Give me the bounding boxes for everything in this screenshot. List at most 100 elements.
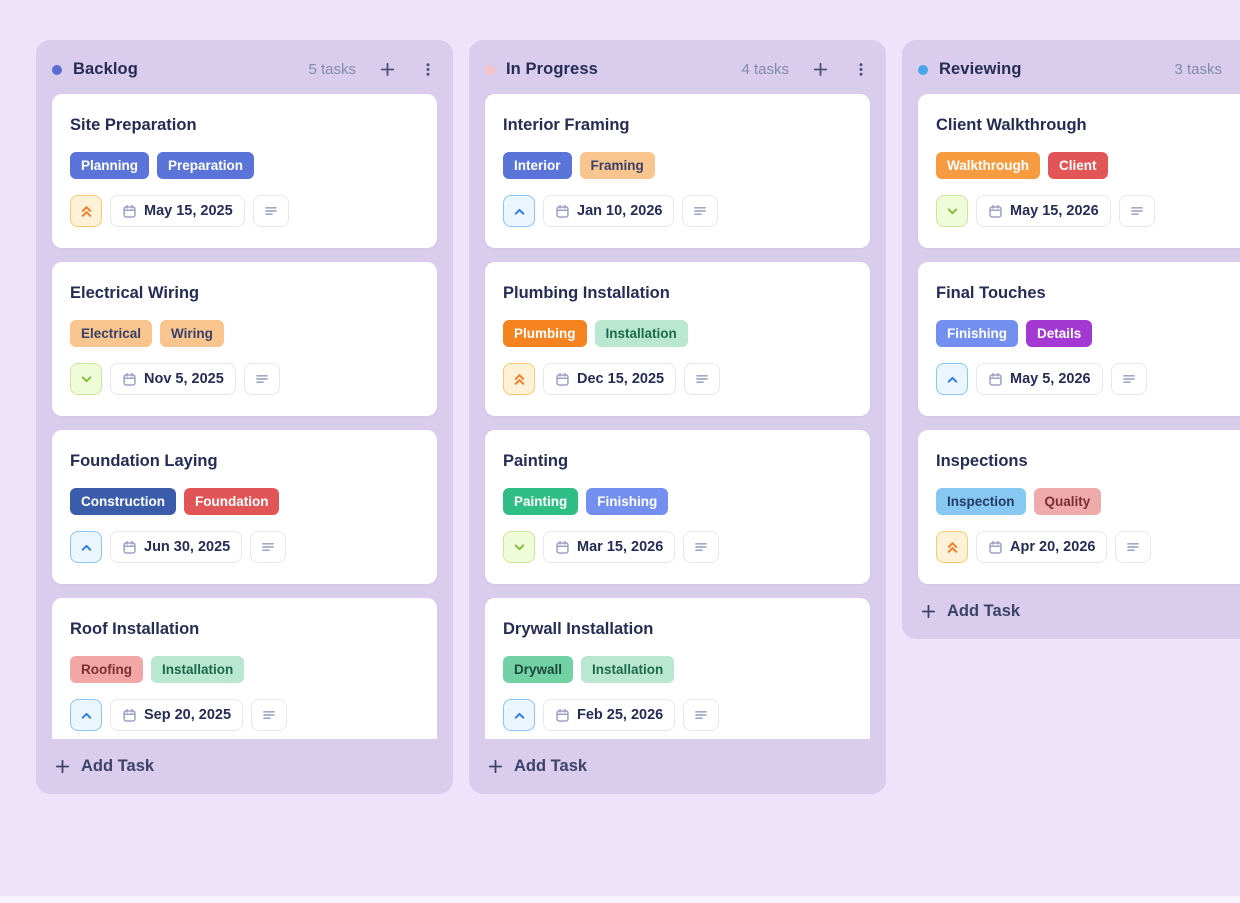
add-card-button[interactable] <box>377 59 398 80</box>
calendar-icon <box>122 708 137 723</box>
description-indicator <box>1115 531 1152 563</box>
task-card[interactable]: Drywall Installation Drywall Installation F… <box>485 598 870 739</box>
chevron-down-icon <box>945 204 960 219</box>
priority-badge-low <box>503 531 535 563</box>
card-meta: Jan 10, 2026 <box>503 195 852 227</box>
description-indicator <box>243 363 280 395</box>
priority-badge-high <box>936 363 968 395</box>
tag-list: Finishing Details <box>936 320 1240 347</box>
tag-list: Walkthrough Client <box>936 152 1240 179</box>
chevrons-up-icon <box>945 540 960 555</box>
card-meta: Dec 15, 2025 <box>503 363 852 395</box>
card-meta: May 5, 2026 <box>936 363 1240 395</box>
task-card[interactable]: Inspections Inspection Quality Apr 20, 2026 <box>918 430 1240 584</box>
description-indicator <box>251 699 288 731</box>
tag: Details <box>1026 320 1093 347</box>
tag: Construction <box>70 488 176 515</box>
add-card-button[interactable] <box>810 59 831 80</box>
task-card[interactable]: Final Touches Finishing Details May 5, 2026 <box>918 262 1240 416</box>
tag-list: Inspection Quality <box>936 488 1240 515</box>
add-task-button[interactable]: Add Task <box>920 600 1020 623</box>
priority-badge-urgent <box>70 195 102 227</box>
add-task-label: Add Task <box>514 757 588 775</box>
column-menu-button[interactable] <box>852 59 870 80</box>
chevron-down-icon <box>512 540 527 555</box>
description-indicator <box>252 195 289 227</box>
card-list: Interior Framing Interior Framing Jan 10, 2… <box>485 94 870 739</box>
column-status-dot-icon <box>918 64 928 75</box>
chevron-up-icon <box>512 708 527 723</box>
due-date: Feb 25, 2026 <box>577 707 664 723</box>
notes-icon <box>1125 539 1141 555</box>
task-card[interactable]: Roof Installation Roofing Installation Sep … <box>52 598 437 739</box>
due-date-chip: Sep 20, 2025 <box>110 699 244 731</box>
priority-badge-low <box>936 195 968 227</box>
chevron-down-icon <box>79 372 94 387</box>
notes-icon <box>1129 203 1145 219</box>
add-task-button[interactable]: Add Task <box>54 755 154 778</box>
tag: Walkthrough <box>936 152 1040 179</box>
card-meta: May 15, 2026 <box>936 195 1240 227</box>
notes-icon <box>263 203 279 219</box>
task-card[interactable]: Site Preparation Planning Preparation May 1… <box>52 94 437 248</box>
tag: Installation <box>581 656 675 683</box>
notes-icon <box>261 707 277 723</box>
calendar-icon <box>555 204 570 219</box>
chevrons-up-icon <box>512 372 527 387</box>
tag-list: Electrical Wiring <box>70 320 419 347</box>
tag: Finishing <box>586 488 669 515</box>
task-card[interactable]: Client Walkthrough Walkthrough Client May 1… <box>918 94 1240 248</box>
task-card[interactable]: Foundation Laying Construction Foundation J… <box>52 430 437 584</box>
due-date: Dec 15, 2025 <box>577 371 665 387</box>
card-meta: Sep 20, 2025 <box>70 699 419 731</box>
chevron-up-icon <box>79 540 94 555</box>
due-date: May 15, 2025 <box>144 203 233 219</box>
column-in-progress: In Progress 4 tasks Interior Framing Interi… <box>469 40 886 794</box>
calendar-icon <box>555 372 570 387</box>
notes-icon <box>692 203 708 219</box>
task-card[interactable]: Interior Framing Interior Framing Jan 10, 2… <box>485 94 870 248</box>
add-task-label: Add Task <box>947 602 1021 620</box>
tag-list: Construction Foundation <box>70 488 419 515</box>
plus-icon <box>920 603 937 620</box>
column-menu-button[interactable] <box>419 59 437 80</box>
tag: Client <box>1048 152 1108 179</box>
task-count: 4 tasks <box>741 61 789 78</box>
card-list: Client Walkthrough Walkthrough Client May 1… <box>918 94 1240 584</box>
description-indicator <box>682 195 719 227</box>
add-task-button[interactable]: Add Task <box>487 755 587 778</box>
tag-list: Drywall Installation <box>503 656 852 683</box>
priority-badge-high <box>503 699 535 731</box>
task-card[interactable]: Plumbing Installation Plumbing Installatio… <box>485 262 870 416</box>
tag: Wiring <box>160 320 224 347</box>
tag: Planning <box>70 152 149 179</box>
task-card[interactable]: Electrical Wiring Electrical Wiring Nov 5, … <box>52 262 437 416</box>
tag-list: Planning Preparation <box>70 152 419 179</box>
card-title: Interior Framing <box>503 116 630 134</box>
clipped-card-viewport: Roof Installation Roofing Installation Sep … <box>52 598 437 739</box>
notes-icon <box>1121 371 1137 387</box>
column-title: Reviewing <box>939 60 1022 78</box>
due-date: Mar 15, 2026 <box>577 539 664 555</box>
card-title: Painting <box>503 452 569 470</box>
calendar-icon <box>122 372 137 387</box>
kanban-board: Backlog 5 tasks Site Preparation Planning Pr… <box>36 40 1240 794</box>
priority-badge-high <box>70 699 102 731</box>
card-title: Roof Installation <box>70 620 200 638</box>
due-date: May 15, 2026 <box>1010 203 1099 219</box>
notes-icon <box>693 707 709 723</box>
due-date: Jan 10, 2026 <box>577 203 663 219</box>
task-card[interactable]: Painting Painting Finishing Mar 15, 2026 <box>485 430 870 584</box>
calendar-icon <box>988 540 1003 555</box>
column-status-dot-icon <box>52 64 62 75</box>
card-title: Site Preparation <box>70 116 197 134</box>
card-meta: May 15, 2025 <box>70 195 419 227</box>
card-title: Inspections <box>936 452 1028 470</box>
tag: Electrical <box>70 320 153 347</box>
column-backlog: Backlog 5 tasks Site Preparation Planning Pr… <box>36 40 453 794</box>
tag: Installation <box>150 656 245 683</box>
card-title: Client Walkthrough <box>936 116 1087 134</box>
tag: Painting <box>503 488 579 515</box>
calendar-icon <box>555 540 570 555</box>
priority-badge-urgent <box>936 531 968 563</box>
